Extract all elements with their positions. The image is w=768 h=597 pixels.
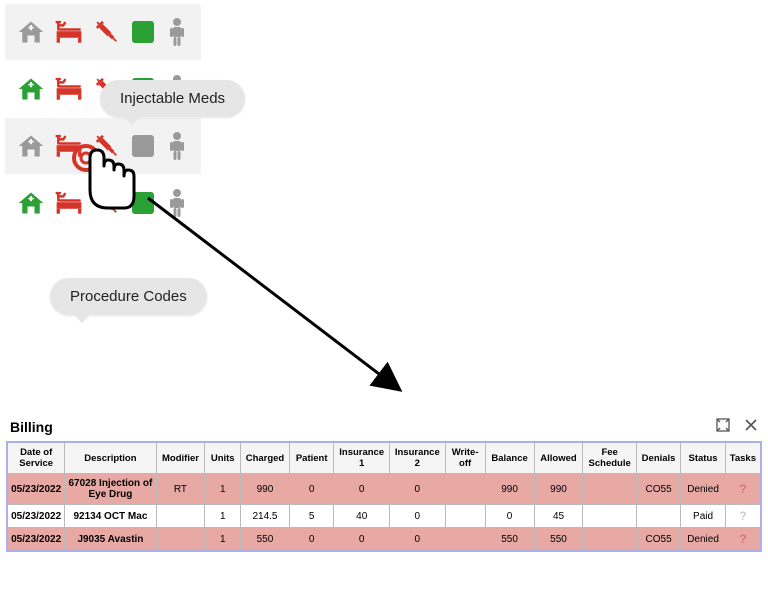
table-header-cell: Insurance 2 (390, 442, 446, 474)
bed-icon[interactable] (55, 75, 83, 103)
table-cell: ? (725, 474, 761, 505)
table-cell (583, 528, 636, 552)
table-cell: 0 (334, 474, 390, 505)
table-cell: CO55 (636, 474, 680, 505)
table-cell: 214.5 (241, 505, 290, 528)
table-cell (636, 505, 680, 528)
table-cell: ? (725, 528, 761, 552)
billing-title: Billing (10, 419, 53, 435)
status-square-icon[interactable] (131, 18, 155, 46)
task-indicator[interactable]: ? (739, 482, 746, 496)
house-icon[interactable] (17, 189, 45, 217)
table-cell (583, 505, 636, 528)
table-cell: 550 (485, 528, 534, 552)
tooltip-injectable-label: Injectable Meds (120, 90, 225, 107)
table-cell: 05/23/2022 (7, 474, 65, 505)
table-cell (156, 528, 205, 552)
table-cell (583, 474, 636, 505)
expand-icon[interactable] (716, 418, 730, 435)
task-indicator[interactable]: ? (739, 509, 746, 523)
person-icon[interactable] (165, 18, 189, 46)
table-header-cell: Balance (485, 442, 534, 474)
table-cell (156, 505, 205, 528)
table-cell: 5 (289, 505, 333, 528)
tooltip-injectable-meds: Injectable Meds (100, 80, 245, 117)
table-header-cell: Status (681, 442, 725, 474)
table-cell: 1 (205, 505, 241, 528)
syringe-icon[interactable] (93, 132, 121, 160)
table-cell: 67028 Injection of Eye Drug (65, 474, 156, 505)
icon-panel (5, 4, 201, 231)
table-cell: 550 (534, 528, 583, 552)
icon-row (5, 4, 201, 61)
table-cell: Denied (681, 528, 725, 552)
house-icon[interactable] (17, 132, 45, 160)
house-icon[interactable] (17, 75, 45, 103)
table-cell: 0 (289, 528, 333, 552)
table-cell: J9035 Avastin (65, 528, 156, 552)
table-row[interactable]: 05/23/202292134 OCT Mac1214.55400045Paid… (7, 505, 761, 528)
billing-header: Billing (6, 418, 762, 441)
tooltip-procedure-codes: Procedure Codes (50, 278, 207, 315)
table-cell: 0 (334, 528, 390, 552)
table-cell: Denied (681, 474, 725, 505)
table-header-cell: Description (65, 442, 156, 474)
tooltip-procedure-label: Procedure Codes (70, 288, 187, 305)
table-header-cell: Modifier (156, 442, 205, 474)
task-indicator[interactable]: ? (739, 532, 746, 546)
table-row[interactable]: 05/23/202267028 Injection of Eye DrugRT1… (7, 474, 761, 505)
table-header-cell: Tasks (725, 442, 761, 474)
table-cell: 990 (241, 474, 290, 505)
billing-section: Billing Date of ServiceDescriptionModifi… (6, 418, 762, 552)
table-row[interactable]: 05/23/2022J9035 Avastin1550000550550CO55… (7, 528, 761, 552)
table-header-cell: Allowed (534, 442, 583, 474)
syringe-icon[interactable] (93, 18, 121, 46)
table-cell: 550 (241, 528, 290, 552)
icon-row (5, 118, 201, 175)
table-header-cell: Write-off (445, 442, 485, 474)
table-header-cell: Denials (636, 442, 680, 474)
table-header-cell: Fee Schedule (583, 442, 636, 474)
table-cell: 40 (334, 505, 390, 528)
table-cell: CO55 (636, 528, 680, 552)
status-square-icon[interactable] (131, 189, 155, 217)
table-cell: Paid (681, 505, 725, 528)
person-icon[interactable] (165, 189, 189, 217)
table-header-cell: Date of Service (7, 442, 65, 474)
bed-icon[interactable] (55, 132, 83, 160)
table-cell: 1 (205, 474, 241, 505)
table-cell: 0 (390, 528, 446, 552)
table-cell: 92134 OCT Mac (65, 505, 156, 528)
table-cell: 45 (534, 505, 583, 528)
icon-row (5, 175, 201, 231)
table-header-cell: Patient (289, 442, 333, 474)
table-cell: 05/23/2022 (7, 505, 65, 528)
table-cell (445, 528, 485, 552)
table-cell: 0 (289, 474, 333, 505)
table-cell: RT (156, 474, 205, 505)
table-cell: 05/23/2022 (7, 528, 65, 552)
status-square-icon[interactable] (131, 132, 155, 160)
table-cell: 0 (485, 505, 534, 528)
billing-table: Date of ServiceDescriptionModifierUnitsC… (6, 441, 762, 552)
bed-icon[interactable] (55, 189, 83, 217)
house-icon[interactable] (17, 18, 45, 46)
close-icon[interactable] (744, 418, 758, 435)
table-cell: 0 (390, 505, 446, 528)
table-cell: 0 (390, 474, 446, 505)
person-icon[interactable] (165, 132, 189, 160)
billing-header-controls (716, 418, 758, 435)
bed-icon[interactable] (55, 18, 83, 46)
table-header-cell: Charged (241, 442, 290, 474)
table-cell (445, 505, 485, 528)
table-cell (445, 474, 485, 505)
table-cell: 990 (534, 474, 583, 505)
billing-table-header-row: Date of ServiceDescriptionModifierUnitsC… (7, 442, 761, 474)
table-cell: 1 (205, 528, 241, 552)
table-cell: ? (725, 505, 761, 528)
table-cell: 990 (485, 474, 534, 505)
syringe-icon[interactable] (93, 189, 121, 217)
table-header-cell: Units (205, 442, 241, 474)
table-header-cell: Insurance 1 (334, 442, 390, 474)
